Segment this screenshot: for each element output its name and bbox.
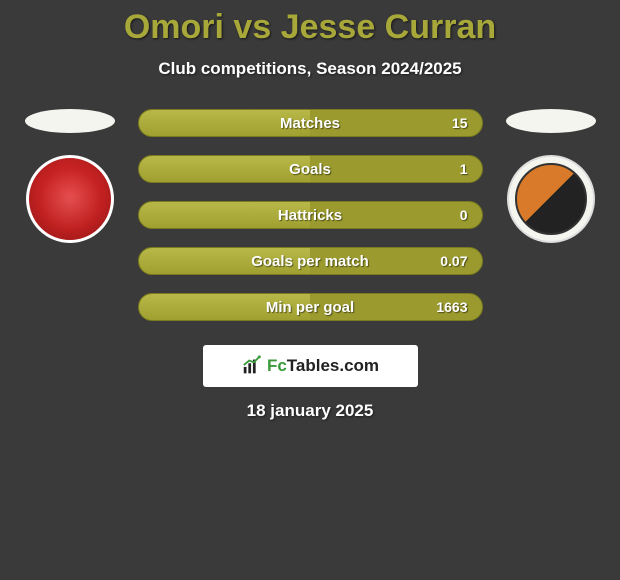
bar-value: 15 (452, 115, 468, 131)
bar-goals-per-match: Goals per match 0.07 (138, 247, 483, 275)
left-ellipse (25, 109, 115, 133)
brand-text-rest: Tables.com (287, 356, 379, 375)
bar-matches: Matches 15 (138, 109, 483, 137)
bar-label: Min per goal (266, 299, 354, 316)
bar-label: Goals per match (251, 253, 369, 270)
bar-value: 0.07 (440, 253, 467, 269)
bar-value: 0 (460, 207, 468, 223)
bar-fill (139, 156, 311, 182)
brand-box: FcTables.com (203, 345, 418, 387)
bar-label: Matches (280, 115, 340, 132)
brand-text-fc: Fc (267, 356, 287, 375)
stat-bars: Matches 15 Goals 1 Hattricks 0 Goals per… (138, 109, 483, 321)
infographic-root: Omori vs Jesse Curran Club competitions,… (0, 0, 620, 421)
chart-icon (241, 355, 263, 377)
bar-value: 1663 (436, 299, 467, 315)
right-column (501, 109, 601, 243)
bar-label: Goals (289, 161, 331, 178)
bar-value: 1 (460, 161, 468, 177)
date-text: 18 january 2025 (0, 401, 620, 421)
subtitle: Club competitions, Season 2024/2025 (0, 59, 620, 79)
bar-label: Hattricks (278, 207, 342, 224)
left-column (20, 109, 120, 243)
bar-min-per-goal: Min per goal 1663 (138, 293, 483, 321)
page-title: Omori vs Jesse Curran (0, 8, 620, 47)
right-ellipse (506, 109, 596, 133)
bar-goals: Goals 1 (138, 155, 483, 183)
main-row: Matches 15 Goals 1 Hattricks 0 Goals per… (0, 109, 620, 321)
bar-hattricks: Hattricks 0 (138, 201, 483, 229)
team-a-badge (26, 155, 114, 243)
team-b-badge (507, 155, 595, 243)
team-b-badge-inner (515, 163, 587, 235)
brand-text: FcTables.com (267, 356, 379, 376)
